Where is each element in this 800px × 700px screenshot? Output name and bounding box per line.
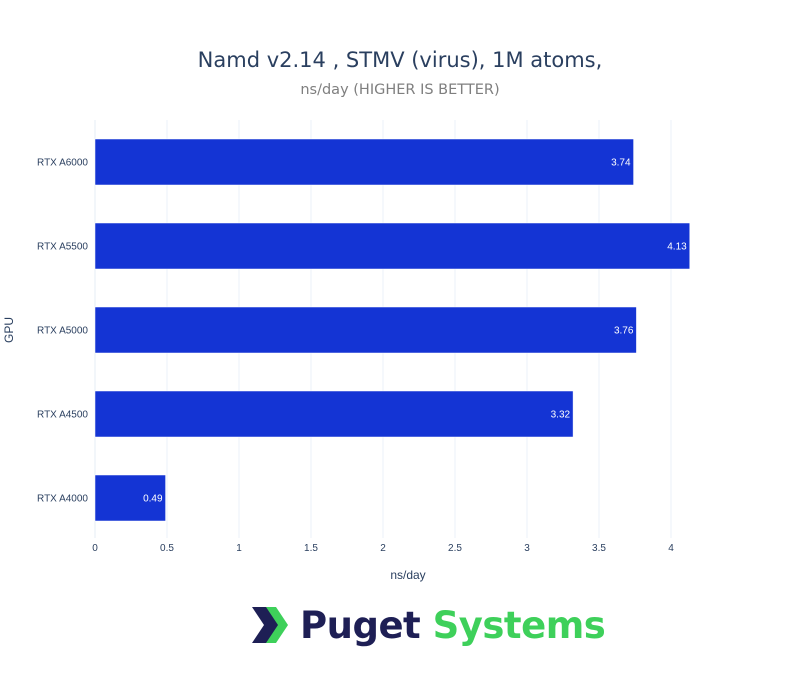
x-tick-label: 0 (92, 543, 98, 554)
x-tick-label: 4 (668, 543, 674, 554)
bar (94, 222, 690, 270)
bar-chart: 0 0.5 1 1.5 2 2.5 3 3.5 4 RTX A6000 3.74 RTX A5500 4… (2, 120, 690, 582)
chart-title: Namd v2.14 , STMV (virus), 1M atoms, (197, 48, 603, 72)
logo-chevron-icon (252, 607, 288, 643)
x-tick-label: 3 (524, 543, 530, 554)
logo-word-puget: Puget (300, 603, 421, 647)
bar (94, 306, 637, 354)
bars (94, 138, 690, 522)
labels: 0 0.5 1 1.5 2 2.5 3 3.5 4 RTX A6000 3.74 RTX A5500 4… (37, 158, 687, 555)
y-tick-label: RTX A4000 (37, 494, 88, 505)
data-label: 3.32 (551, 410, 571, 421)
bar (94, 138, 634, 186)
y-tick-label: RTX A5000 (37, 326, 88, 337)
bar (94, 474, 166, 522)
data-label: 4.13 (667, 242, 687, 253)
x-axis-title: ns/day (390, 568, 425, 582)
y-tick-label: RTX A5500 (37, 242, 88, 253)
data-label: 3.76 (614, 326, 634, 337)
x-tick-label: 2 (380, 543, 386, 554)
data-label: 3.74 (611, 158, 631, 169)
data-label: 0.49 (143, 494, 163, 505)
y-axis-title: GPU (2, 317, 16, 343)
y-tick-label: RTX A4500 (37, 410, 88, 421)
x-tick-label: 1.5 (304, 543, 318, 554)
bar (94, 390, 574, 438)
x-tick-label: 0.5 (160, 543, 174, 554)
chart-subtitle: ns/day (HIGHER IS BETTER) (300, 82, 500, 98)
x-tick-label: 2.5 (448, 543, 462, 554)
x-tick-label: 3.5 (592, 543, 606, 554)
puget-systems-logo: Puget Systems (250, 601, 606, 649)
x-tick-label: 1 (236, 543, 242, 554)
y-tick-label: RTX A6000 (37, 158, 88, 169)
logo-word-systems: Systems (432, 603, 606, 647)
